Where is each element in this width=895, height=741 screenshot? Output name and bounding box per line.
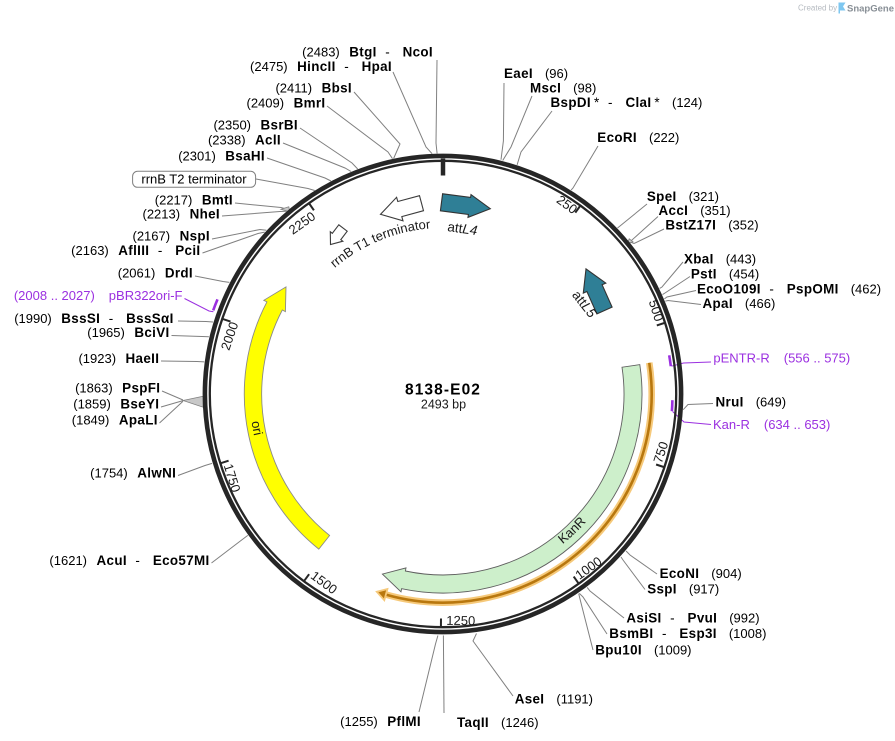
svg-text:attL4: attL4 bbox=[447, 219, 479, 238]
svg-text:(2338)AclI: (2338) AclI bbox=[208, 133, 281, 148]
svg-text:(1965)BciVI: (1965) BciVI bbox=[87, 325, 169, 340]
svg-text:BspDI *- ClaI *(124): BspDI * - ClaI * (124) bbox=[551, 95, 703, 110]
svg-text:(2411)BbsI: (2411) BbsI bbox=[275, 81, 352, 96]
svg-text:PstI(454): PstI (454) bbox=[691, 266, 759, 281]
svg-text:(2213)NheI: (2213) NheI bbox=[143, 207, 221, 222]
svg-text:ApaI(466): ApaI (466) bbox=[703, 296, 776, 311]
svg-text:EcoNI(904): EcoNI (904) bbox=[660, 566, 742, 581]
svg-text:(1255)PflMI: (1255) PflMI bbox=[340, 714, 421, 729]
svg-text:(2350)BsrBI: (2350) BsrBI bbox=[213, 118, 298, 133]
svg-text:(1923)HaeII: (1923) HaeII bbox=[78, 351, 159, 366]
svg-text:TaqII(1246): TaqII (1246) bbox=[457, 715, 539, 730]
svg-text:AsiSI- PvuI(992): AsiSI - PvuI (992) bbox=[626, 611, 759, 626]
svg-text:(1859)BseYI: (1859) BseYI bbox=[73, 397, 159, 412]
svg-text:(2163)AflIII- PciI: (2163) AflIII - PciI bbox=[71, 243, 200, 258]
svg-text:ori: ori bbox=[249, 420, 266, 437]
svg-text:(2409)BmrI: (2409) BmrI bbox=[247, 96, 326, 111]
svg-text:500: 500 bbox=[646, 298, 667, 323]
svg-text:EcoO109I- PspOMI(462): EcoO109I - PspOMI (462) bbox=[697, 282, 881, 297]
svg-text:BstZ17I(352): BstZ17I (352) bbox=[665, 218, 758, 233]
svg-text:AccI(351): AccI (351) bbox=[659, 203, 731, 218]
svg-text:(2217)BmtI: (2217) BmtI bbox=[155, 193, 233, 208]
svg-text:AseI(1191): AseI (1191) bbox=[515, 692, 593, 707]
svg-text:(2301)BsaHI: (2301) BsaHI bbox=[178, 148, 265, 163]
svg-text:NruI(649): NruI (649) bbox=[716, 395, 787, 410]
svg-text:1250: 1250 bbox=[446, 613, 475, 628]
svg-text:rrnB T2 terminator: rrnB T2 terminator bbox=[141, 172, 247, 187]
svg-text:EaeI(96): EaeI (96) bbox=[504, 66, 568, 81]
svg-text:8138-E02: 8138-E02 bbox=[405, 382, 481, 399]
svg-text:750: 750 bbox=[650, 440, 671, 465]
svg-text:MscI(98): MscI (98) bbox=[530, 80, 596, 95]
svg-text:Created by: Created by bbox=[798, 4, 837, 13]
svg-text:Kan-R(634 .. 653): Kan-R (634 .. 653) bbox=[713, 417, 830, 432]
svg-text:(2167)NspI: (2167) NspI bbox=[133, 229, 211, 244]
svg-text:(1754)AlwNI: (1754) AlwNI bbox=[90, 465, 176, 480]
svg-text:(1863)PspFI: (1863) PspFI bbox=[75, 381, 160, 396]
svg-text:Bpu10I(1009): Bpu10I (1009) bbox=[595, 642, 691, 657]
svg-text:(2061)DrdI: (2061) DrdI bbox=[118, 266, 193, 281]
svg-text:(1621)AcuI- Eco57MI: (1621) AcuI - Eco57MI bbox=[49, 553, 209, 568]
svg-text:SnapGene: SnapGene bbox=[847, 4, 894, 15]
svg-text:BsmBI- Esp3I(1008): BsmBI - Esp3I (1008) bbox=[609, 626, 766, 641]
svg-text:(2483)BtgI- NcoI: (2483) BtgI - NcoI bbox=[302, 45, 433, 60]
svg-text:(1990)BssSI- BssSαI: (1990) BssSI - BssSαI bbox=[14, 311, 174, 326]
svg-text:SpeI(321): SpeI (321) bbox=[647, 189, 719, 204]
svg-text:(2475)HincII- HpaI: (2475) HincII - HpaI bbox=[250, 59, 392, 74]
svg-text:EcoRI(222): EcoRI (222) bbox=[597, 130, 679, 145]
svg-text:2493 bp: 2493 bp bbox=[421, 398, 466, 412]
svg-text:(1849)ApaLI: (1849) ApaLI bbox=[72, 413, 158, 428]
svg-text:XbaI(443): XbaI (443) bbox=[684, 251, 756, 266]
svg-text:SspI(917): SspI (917) bbox=[647, 582, 719, 597]
